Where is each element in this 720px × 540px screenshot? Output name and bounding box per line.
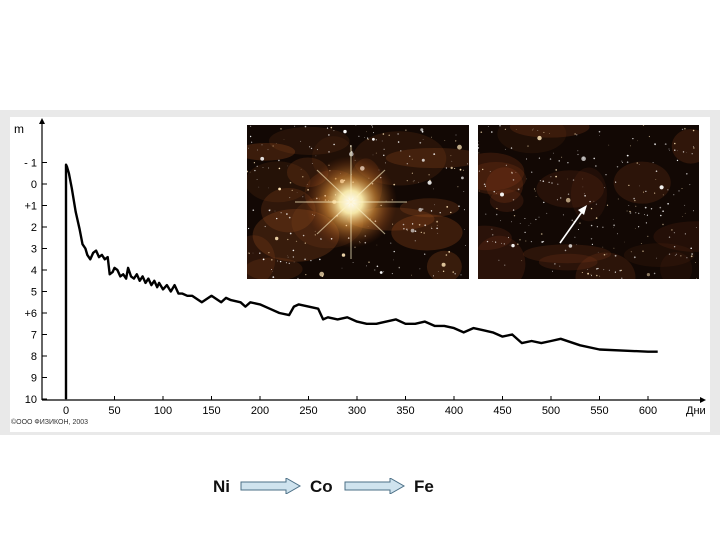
y-tick-label: 5	[31, 287, 37, 299]
x-tick-label: 100	[154, 405, 172, 417]
element-co: Co	[310, 477, 333, 496]
decay-arrow-icon	[240, 478, 302, 494]
y-tick-label: 9	[31, 373, 37, 385]
x-tick-label: 200	[251, 405, 269, 417]
x-tick-label: 150	[202, 405, 220, 417]
x-tick-label: 600	[639, 405, 657, 417]
x-tick-label: 350	[396, 405, 414, 417]
y-axis-arrowhead	[39, 118, 45, 124]
starfield-with-arrow-photo	[478, 125, 699, 279]
y-tick-label: 4	[31, 265, 37, 277]
y-tick-label: 7	[31, 330, 37, 342]
x-axis-label: Дни	[686, 405, 706, 417]
copyright-credit: ©ООО ФИЗИКОН, 2003	[11, 419, 89, 426]
y-tick-labels: - 1 0 +1 2 3 4 5 +6 7 8 9 10	[24, 158, 47, 406]
y-tick-label: 0	[31, 179, 37, 191]
x-tick-label: 550	[590, 405, 608, 417]
light-curve-line	[64, 163, 658, 399]
x-tick-label: 250	[299, 405, 317, 417]
y-tick-label: +1	[24, 201, 37, 213]
pointer-arrow-icon	[559, 205, 587, 244]
y-tick-label: 3	[31, 244, 37, 256]
supernova-bright-star-photo	[247, 125, 469, 279]
y-tick-label: 8	[31, 351, 37, 363]
x-tick-label: 50	[108, 405, 120, 417]
y-tick-label: +6	[24, 308, 37, 320]
y-tick-label: 10	[25, 394, 37, 406]
x-tick-label: 500	[542, 405, 560, 417]
element-fe: Fe	[414, 477, 434, 496]
x-tick-label: 400	[445, 405, 463, 417]
x-tick-label: 0	[63, 405, 69, 417]
element-ni: Ni	[213, 477, 230, 496]
decay-arrow-icon	[344, 478, 406, 494]
x-tick-labels: 0 50 100 150 200 250 300 350 400 450 500 550 600	[63, 396, 657, 417]
y-tick-label: 2	[31, 222, 37, 234]
x-tick-label: 300	[348, 405, 366, 417]
x-tick-label: 450	[493, 405, 511, 417]
x-axis-arrowhead	[700, 397, 706, 403]
y-tick-label: - 1	[24, 158, 37, 170]
y-axis-label: m	[14, 122, 24, 136]
